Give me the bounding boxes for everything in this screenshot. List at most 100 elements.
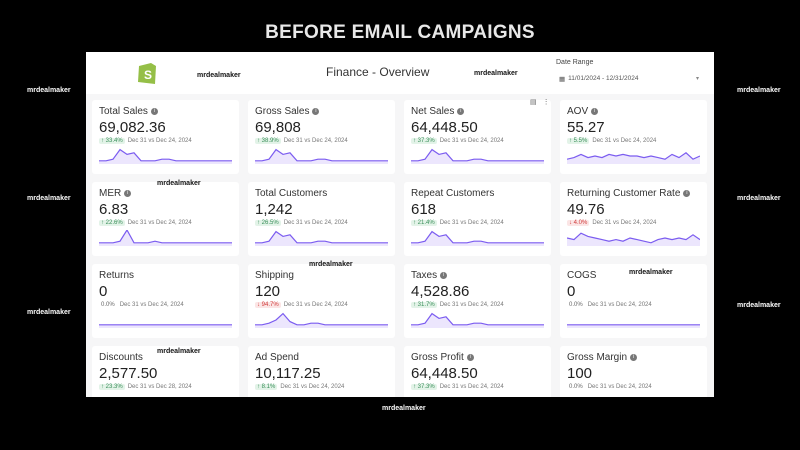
sparkline-area <box>567 324 700 328</box>
dashboard-header: S mrdealmaker Finance - Overview mrdealm… <box>86 52 714 94</box>
comparison-text: Dec 31 vs Dec 24, 2024 <box>283 220 348 226</box>
arrow-down-icon: ↓ <box>257 302 260 308</box>
comparison-text: Dec 31 vs Dec 24, 2024 <box>587 384 652 390</box>
watermark: mrdealmaker <box>737 195 781 202</box>
sparkline-line <box>99 230 232 244</box>
sparkline-line <box>255 148 388 162</box>
sparkline-line <box>411 230 544 244</box>
info-icon[interactable]: i <box>591 108 599 115</box>
metric-card[interactable]: MER i 6.83 ↑ 22.6% Dec 31 vs Dec 24, 2024 <box>92 182 239 256</box>
comparison-text: Dec 31 vs Dec 24, 2024 <box>280 384 345 390</box>
arrow-up-icon: ↑ <box>413 138 416 144</box>
metric-card[interactable]: Repeat Customers 618 ↑ 21.4% Dec 31 vs De… <box>404 182 551 256</box>
arrow-down-icon: ↓ <box>569 220 572 226</box>
watermark: mrdealmaker <box>737 302 781 309</box>
delta-value: 38.9% <box>261 138 279 144</box>
watermark: mrdealmaker <box>309 261 353 268</box>
sparkline-line <box>255 312 388 326</box>
metric-card[interactable]: Returning Customer Rate i 49.76 ↓ 4.0% Dec… <box>560 182 707 256</box>
ad-spend-value: 10,117.25 <box>255 365 321 382</box>
watermark: mrdealmaker <box>737 87 781 94</box>
discounts-label: Discounts <box>99 352 143 363</box>
sparkline-line <box>567 232 700 244</box>
delta-badge: 0.0% <box>567 302 585 308</box>
metric-card[interactable]: Total Customers 1,242 ↑ 26.5% Dec 31 vs D… <box>248 182 395 256</box>
net-sales-value: 64,448.50 <box>411 119 478 136</box>
metric-card[interactable]: Taxes i 4,528.86 ↑ 31.7% Dec 31 vs Dec 24,… <box>404 264 551 338</box>
sparkline-area <box>567 152 700 164</box>
watermark: mrdealmaker <box>474 70 518 77</box>
table-icon[interactable]: ▤ <box>530 99 537 106</box>
watermark: mrdealmaker <box>157 180 201 187</box>
date-range-picker[interactable]: ▦ 11/01/2024 - 12/31/2024 ▾ <box>559 72 699 85</box>
sparkline-chart <box>255 148 388 164</box>
total-customers-value: 1,242 <box>255 201 293 218</box>
shipping-label: Shipping <box>255 270 294 281</box>
date-range-label: Date Range <box>556 59 594 66</box>
delta-badge: ↑ 33.4% <box>99 138 125 144</box>
delta-value: 23.3% <box>105 384 123 390</box>
info-icon[interactable]: i <box>683 190 691 197</box>
arrow-up-icon: ↑ <box>101 138 104 144</box>
cogs-value: 0 <box>567 283 576 300</box>
sparkline-line <box>567 152 700 160</box>
delta-value: 0.0% <box>569 384 583 390</box>
delta-badge: ↑ 26.5% <box>255 220 281 226</box>
metric-card[interactable]: Ad Spend 10,117.25 ↑ 8.1% Dec 31 vs Dec 2… <box>248 346 395 397</box>
watermark: mrdealmaker <box>157 348 201 355</box>
info-icon[interactable]: i <box>312 108 320 115</box>
metric-card[interactable]: Discounts 2,577.50 ↑ 23.3% Dec 31 vs Dec … <box>92 346 239 397</box>
repeat-customers-label: Repeat Customers <box>411 188 495 199</box>
returning-customer-rate-value: 49.76 <box>567 201 605 218</box>
gross-sales-label: Gross Sales <box>255 106 310 117</box>
metric-card[interactable]: Gross Profit i 64,448.50 ↑ 37.3% Dec 31 vs… <box>404 346 551 397</box>
info-icon[interactable]: i <box>630 354 638 361</box>
gross-margin-label: Gross Margin <box>567 352 628 363</box>
discounts-value: 2,577.50 <box>99 365 158 382</box>
total-sales-value: 69,082.36 <box>99 119 166 136</box>
metric-card[interactable]: Shipping 120 ↓ 94.7% Dec 31 vs Dec 24, 20… <box>248 264 395 338</box>
ad-spend-label: Ad Spend <box>255 352 299 363</box>
metric-card[interactable]: Gross Sales i 69,808 ↑ 38.9% Dec 31 vs Dec… <box>248 100 395 174</box>
dashboard: S mrdealmaker Finance - Overview mrdealm… <box>86 52 714 397</box>
info-icon[interactable]: i <box>457 108 465 115</box>
arrow-up-icon: ↑ <box>257 220 260 226</box>
metric-card[interactable]: Returns 0 0.0% Dec 31 vs Dec 24, 2024 <box>92 264 239 338</box>
delta-value: 8.1% <box>261 384 276 390</box>
aov-value: 55.27 <box>567 119 605 136</box>
metric-card[interactable]: Total Sales i 69,082.36 ↑ 33.4% Dec 31 vs … <box>92 100 239 174</box>
delta-badge: ↓ 4.0% <box>567 220 590 226</box>
info-icon[interactable]: i <box>440 272 448 279</box>
gross-margin-value: 100 <box>567 365 593 382</box>
more-options-icon[interactable]: ⋮ <box>542 99 550 106</box>
calendar-icon: ▦ <box>559 75 566 83</box>
repeat-customers-value: 618 <box>411 201 437 218</box>
arrow-up-icon: ↑ <box>101 384 104 390</box>
sparkline-chart <box>567 152 700 164</box>
arrow-up-icon: ↑ <box>257 384 260 390</box>
info-icon[interactable]: i <box>124 190 132 197</box>
delta-badge: ↑ 37.3% <box>411 138 437 144</box>
delta-badge: 0.0% <box>567 384 585 390</box>
info-icon[interactable]: i <box>150 108 158 115</box>
metric-card[interactable]: AOV i 55.27 ↑ 5.5% Dec 31 vs Dec 24, 2024 <box>560 100 707 174</box>
sparkline-area <box>567 233 700 246</box>
comparison-text: Dec 31 vs Dec 24, 2024 <box>592 138 657 144</box>
sparkline-line <box>99 148 232 162</box>
delta-badge: ↑ 21.4% <box>411 220 437 226</box>
comparison-text: Dec 31 vs Dec 24, 2024 <box>587 302 652 308</box>
delta-badge: ↑ 23.3% <box>99 384 125 390</box>
delta-badge: ↑ 38.9% <box>255 138 281 144</box>
metric-card[interactable]: Gross Margin i 100 0.0% Dec 31 vs Dec 24, … <box>560 346 707 397</box>
delta-badge: ↑ 5.5% <box>567 138 590 144</box>
metric-card[interactable]: COGS 0 0.0% Dec 31 vs Dec 24, 2024 <box>560 264 707 338</box>
net-sales-label: Net Sales <box>411 106 455 117</box>
delta-badge: 0.0% <box>99 302 117 308</box>
arrow-up-icon: ↑ <box>257 138 260 144</box>
comparison-text: Dec 31 vs Dec 24, 2024 <box>283 138 348 144</box>
svg-text:S: S <box>144 68 152 82</box>
info-icon[interactable]: i <box>466 354 474 361</box>
delta-value: 31.7% <box>417 302 435 308</box>
metric-card[interactable]: Net Sales i 64,448.50 ↑ 37.3% Dec 31 vs De… <box>404 100 551 174</box>
watermark: mrdealmaker <box>629 269 673 276</box>
